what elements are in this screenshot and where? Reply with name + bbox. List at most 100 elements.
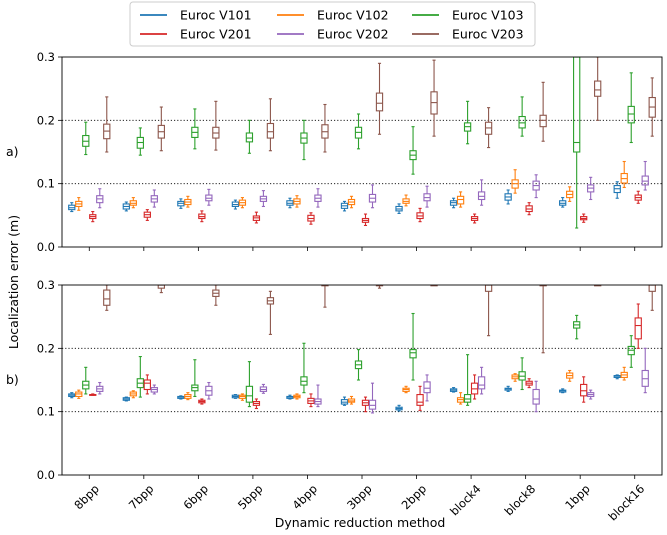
box-euroc-v103-block16 <box>627 335 635 368</box>
x-tick-label: 2bpp <box>399 482 430 513</box>
box-euroc-v103-3bpp <box>354 113 363 150</box>
x-tick-label: 5bpp <box>235 482 266 513</box>
box-euroc-v101-block16 <box>613 374 621 380</box>
box-euroc-v101-block4 <box>449 197 458 209</box>
box-euroc-v101-block8 <box>504 385 512 392</box>
box-euroc-v103-1bpp <box>573 57 581 229</box>
box-euroc-v201-7bpp <box>143 209 151 221</box>
box-group <box>68 285 656 414</box>
box-euroc-v101-7bpp <box>122 396 130 402</box>
box-euroc-v203-3bpp <box>375 285 384 289</box>
legend-label: Euroc V201 <box>180 27 252 42</box>
box-euroc-v202-block4 <box>477 366 486 395</box>
box-euroc-v201-5bpp <box>252 211 261 224</box>
box-euroc-v101-2bpp <box>395 203 403 214</box>
box-euroc-v102-3bpp <box>347 395 356 405</box>
box-euroc-v203-4bpp <box>321 285 329 308</box>
box-body <box>463 394 472 403</box>
box-euroc-v103-6bpp <box>191 359 199 398</box>
box-euroc-v103-5bpp <box>245 361 254 408</box>
box-euroc-v203-7bpp <box>157 106 165 152</box>
box-euroc-v202-block8 <box>532 380 540 413</box>
box-body <box>648 285 656 292</box>
box-euroc-v202-8bpp <box>96 188 104 209</box>
box-euroc-v201-5bpp <box>252 398 261 410</box>
y-tick-label: 0.3 <box>37 278 55 292</box>
box-euroc-v203-block4 <box>484 107 493 149</box>
panel-label: b) <box>6 372 19 387</box>
legend-label: Euroc V202 <box>317 27 389 42</box>
box-euroc-v101-5bpp <box>231 394 240 399</box>
box-euroc-v201-1bpp <box>580 213 588 223</box>
box-body <box>143 379 151 391</box>
legend-item: Euroc V101 <box>140 8 252 23</box>
box-euroc-v103-4bpp <box>300 342 308 394</box>
y-tick-label: 0.3 <box>37 50 55 64</box>
box-body <box>641 175 649 186</box>
y-tick-label: 0.0 <box>37 468 55 482</box>
box-body <box>103 289 111 306</box>
box-euroc-v103-8bpp <box>82 121 90 156</box>
x-tick-label: 3bpp <box>344 482 375 513</box>
y-tick-label: 0.1 <box>37 405 55 419</box>
x-tick-label: 7bpp <box>126 482 157 513</box>
x-tick-label: block4 <box>447 482 484 519</box>
box-group <box>68 57 656 229</box>
box-euroc-v103-block16 <box>627 72 635 144</box>
box-body <box>539 114 547 128</box>
box-euroc-v202-4bpp <box>314 384 322 408</box>
box-euroc-v102-block4 <box>456 392 465 405</box>
box-euroc-v201-block4 <box>470 374 479 400</box>
box-euroc-v202-7bpp <box>150 189 158 208</box>
box-euroc-v101-4bpp <box>286 394 294 400</box>
box-euroc-v201-4bpp <box>307 393 315 408</box>
box-euroc-v203-block8 <box>539 285 547 354</box>
box-euroc-v101-8bpp <box>68 202 76 213</box>
box-euroc-v201-6bpp <box>198 398 206 405</box>
box-euroc-v101-1bpp <box>559 388 567 394</box>
box-body <box>245 132 254 143</box>
box-euroc-v202-8bpp <box>96 381 104 395</box>
box-euroc-v102-8bpp <box>75 389 83 399</box>
box-euroc-v201-block8 <box>525 202 533 216</box>
y-tick-label: 0.0 <box>37 240 55 254</box>
legend-label: Euroc V103 <box>452 8 524 23</box>
box-euroc-v202-2bpp <box>423 185 431 208</box>
panels: 0.0 0.1 0.2 0.3 a) 0.0 0.1 0.2 0.3 b) 8bpp 7bpp 6bpp… <box>6 50 663 524</box>
box-euroc-v101-1bpp <box>559 197 567 208</box>
box-euroc-v201-8bpp <box>89 393 97 396</box>
box-euroc-v202-block4 <box>477 179 486 206</box>
panel-label: a) <box>6 144 19 159</box>
x-tick-label: block8 <box>502 482 539 519</box>
box-euroc-v102-block16 <box>620 160 628 189</box>
box-euroc-v102-7bpp <box>129 390 137 399</box>
box-euroc-v202-5bpp <box>259 190 268 208</box>
box-euroc-v102-2bpp <box>402 194 410 207</box>
box-euroc-v203-2bpp <box>430 59 438 137</box>
box-euroc-v201-1bpp <box>580 376 588 403</box>
box-euroc-v203-3bpp <box>375 62 384 135</box>
legend-frame <box>129 1 536 47</box>
box-euroc-v102-1bpp <box>566 186 574 202</box>
box-euroc-v103-3bpp <box>354 349 363 381</box>
box-euroc-v102-5bpp <box>238 393 247 401</box>
box-euroc-v103-6bpp <box>191 108 199 150</box>
box-euroc-v102-4bpp <box>293 195 301 208</box>
box-body <box>484 285 493 292</box>
box-body <box>266 122 275 139</box>
box-euroc-v203-block4 <box>484 285 493 337</box>
box-euroc-v101-block8 <box>504 189 512 205</box>
box-euroc-v202-block16 <box>641 347 649 394</box>
legend-label: Euroc V101 <box>180 8 252 23</box>
legend-item: Euroc V102 <box>277 8 389 23</box>
box-body <box>157 285 165 289</box>
box-euroc-v102-block4 <box>456 191 465 208</box>
legend-label: Euroc V102 <box>317 8 389 23</box>
box-euroc-v201-4bpp <box>307 212 315 225</box>
box-euroc-v203-6bpp <box>212 285 220 306</box>
y-tick-label: 0.2 <box>37 341 55 355</box>
panel-b: 0.0 0.1 0.2 0.3 b) <box>6 278 663 482</box>
box-euroc-v102-block16 <box>620 366 628 381</box>
box-body <box>416 394 424 406</box>
